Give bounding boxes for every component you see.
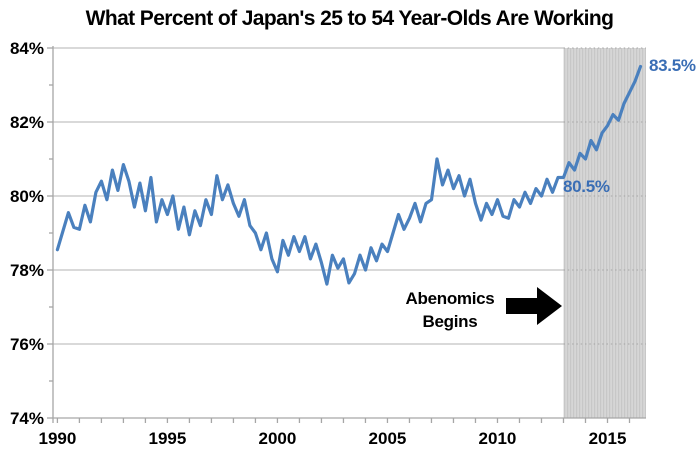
arrow-right-icon: [506, 287, 562, 325]
x-tick-label: 2015: [589, 429, 627, 448]
y-tick-label: 84%: [10, 39, 44, 58]
abenomics-annotation-line1: Abenomics: [405, 289, 495, 308]
x-tick-label: 2010: [479, 429, 517, 448]
abenomics-annotation-line2: Begins: [422, 312, 478, 331]
x-tick-label: 1990: [38, 429, 76, 448]
x-tick-label: 1995: [149, 429, 187, 448]
y-tick-label: 76%: [10, 335, 44, 354]
abenomics-shaded-region: [563, 48, 646, 418]
abenomics-annotation: Abenomics Begins: [386, 287, 514, 333]
chart-title: What Percent of Japan's 25 to 54 Year-Ol…: [85, 7, 614, 30]
y-tick-label: 80%: [10, 187, 44, 206]
y-tick-label: 74%: [10, 409, 44, 428]
x-tick-label: 2005: [369, 429, 407, 448]
x-tick-label: 2000: [259, 429, 297, 448]
employment-rate-line: [55, 64, 643, 286]
y-tick-label: 82%: [10, 113, 44, 132]
y-tick-label: 78%: [10, 261, 44, 280]
start-value-label: 80.5%: [563, 177, 610, 196]
end-value-label: 83.5%: [649, 56, 696, 75]
